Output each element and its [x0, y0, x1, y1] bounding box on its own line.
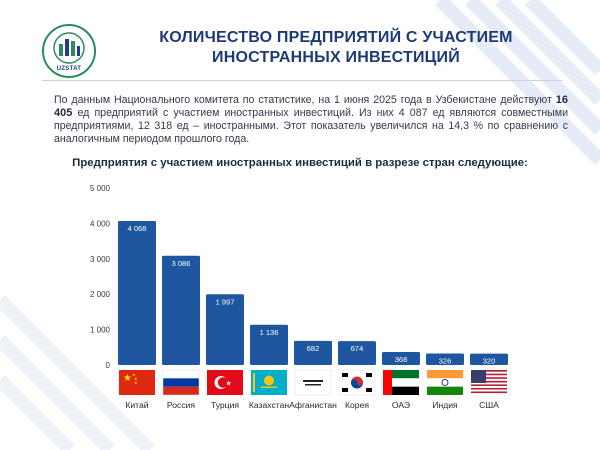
bar-7	[382, 351, 420, 365]
chart-subtitle: Предприятия с участием иностранных инвес…	[72, 157, 528, 169]
category-label: ОАЭ	[392, 400, 410, 410]
category-label: США	[479, 400, 499, 410]
svg-text:★: ★	[123, 373, 132, 384]
bar-9	[470, 353, 508, 365]
bar-value-label: 1 997	[216, 297, 235, 306]
svg-text:★: ★	[134, 376, 138, 381]
bar-4	[250, 324, 288, 365]
bar-8	[426, 353, 464, 365]
bar-6	[338, 341, 376, 365]
header-divider	[42, 80, 562, 81]
category-label: Корея	[345, 400, 369, 410]
title-line-2: ИНОСТРАННЫХ ИНВЕСТИЦИЙ	[212, 49, 460, 66]
bar-value-label: 1 136	[260, 328, 279, 337]
svg-text:★: ★	[226, 380, 232, 388]
logo-text: UZSTAT	[56, 66, 82, 72]
svg-text:★: ★	[134, 380, 138, 385]
y-tick-label: 4 000	[90, 219, 111, 228]
category-label: Казахстан	[249, 400, 290, 410]
bar-value-label: 368	[395, 355, 408, 364]
korea-flag-icon	[338, 369, 376, 396]
y-tick-label: 3 000	[90, 255, 111, 264]
category-label: Индия	[432, 400, 458, 410]
bar-value-label: 326	[439, 356, 452, 365]
turkey-flag-icon: ★	[207, 370, 243, 395]
bar-value-label: 674	[351, 344, 364, 353]
uae-flag-icon	[383, 370, 419, 395]
bar-2	[162, 255, 200, 365]
y-tick-label: 0	[106, 361, 111, 370]
paragraph-part-2: ед предприятий с участием иностранных ин…	[54, 107, 568, 145]
usa-flag-icon	[471, 370, 507, 395]
bar-1	[118, 220, 156, 365]
paragraph-part-1: По данным Национального комитета по стат…	[54, 94, 556, 106]
y-tick-label: 2 000	[90, 290, 111, 299]
category-label: Афганистан	[289, 400, 337, 410]
page-title: КОЛИЧЕСТВО ПРЕДПРИЯТИЙ С УЧАСТИЕМ ИНОСТР…	[106, 28, 566, 68]
logo-emblem-icon	[53, 32, 85, 64]
header: UZSTAT КОЛИЧЕСТВО ПРЕДПРИЯТИЙ С УЧАСТИЕМ…	[0, 18, 600, 78]
bar-value-label: 3 086	[172, 259, 191, 268]
uzstat-logo: UZSTAT	[42, 24, 96, 78]
kazakhstan-flag-icon	[251, 370, 287, 395]
bar-value-label: 682	[307, 344, 320, 353]
bar-5	[294, 340, 332, 365]
bar-value-label: 4 068	[128, 224, 147, 233]
afghanistan-flag-icon	[294, 369, 332, 396]
svg-text:★: ★	[132, 372, 136, 377]
category-label: Россия	[167, 400, 196, 410]
russia-flag-icon	[162, 369, 200, 396]
china-flag-icon: ★ ★★★	[119, 370, 155, 395]
bar-3	[206, 294, 244, 365]
india-flag-icon	[427, 370, 463, 395]
category-label: Китай	[125, 400, 148, 410]
bar-value-label: 320	[483, 357, 496, 366]
category-label: Турция	[211, 400, 239, 410]
y-tick-label: 1 000	[90, 326, 111, 335]
title-line-1: КОЛИЧЕСТВО ПРЕДПРИЯТИЙ С УЧАСТИЕМ	[159, 29, 513, 46]
summary-paragraph: По данным Национального комитета по стат…	[54, 94, 568, 146]
paragraph-total: 16 405	[54, 94, 568, 119]
y-tick-label: 5 000	[90, 184, 111, 193]
